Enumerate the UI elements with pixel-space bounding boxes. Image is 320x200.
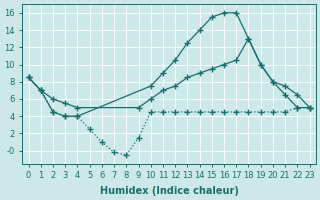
X-axis label: Humidex (Indice chaleur): Humidex (Indice chaleur)	[100, 186, 238, 196]
